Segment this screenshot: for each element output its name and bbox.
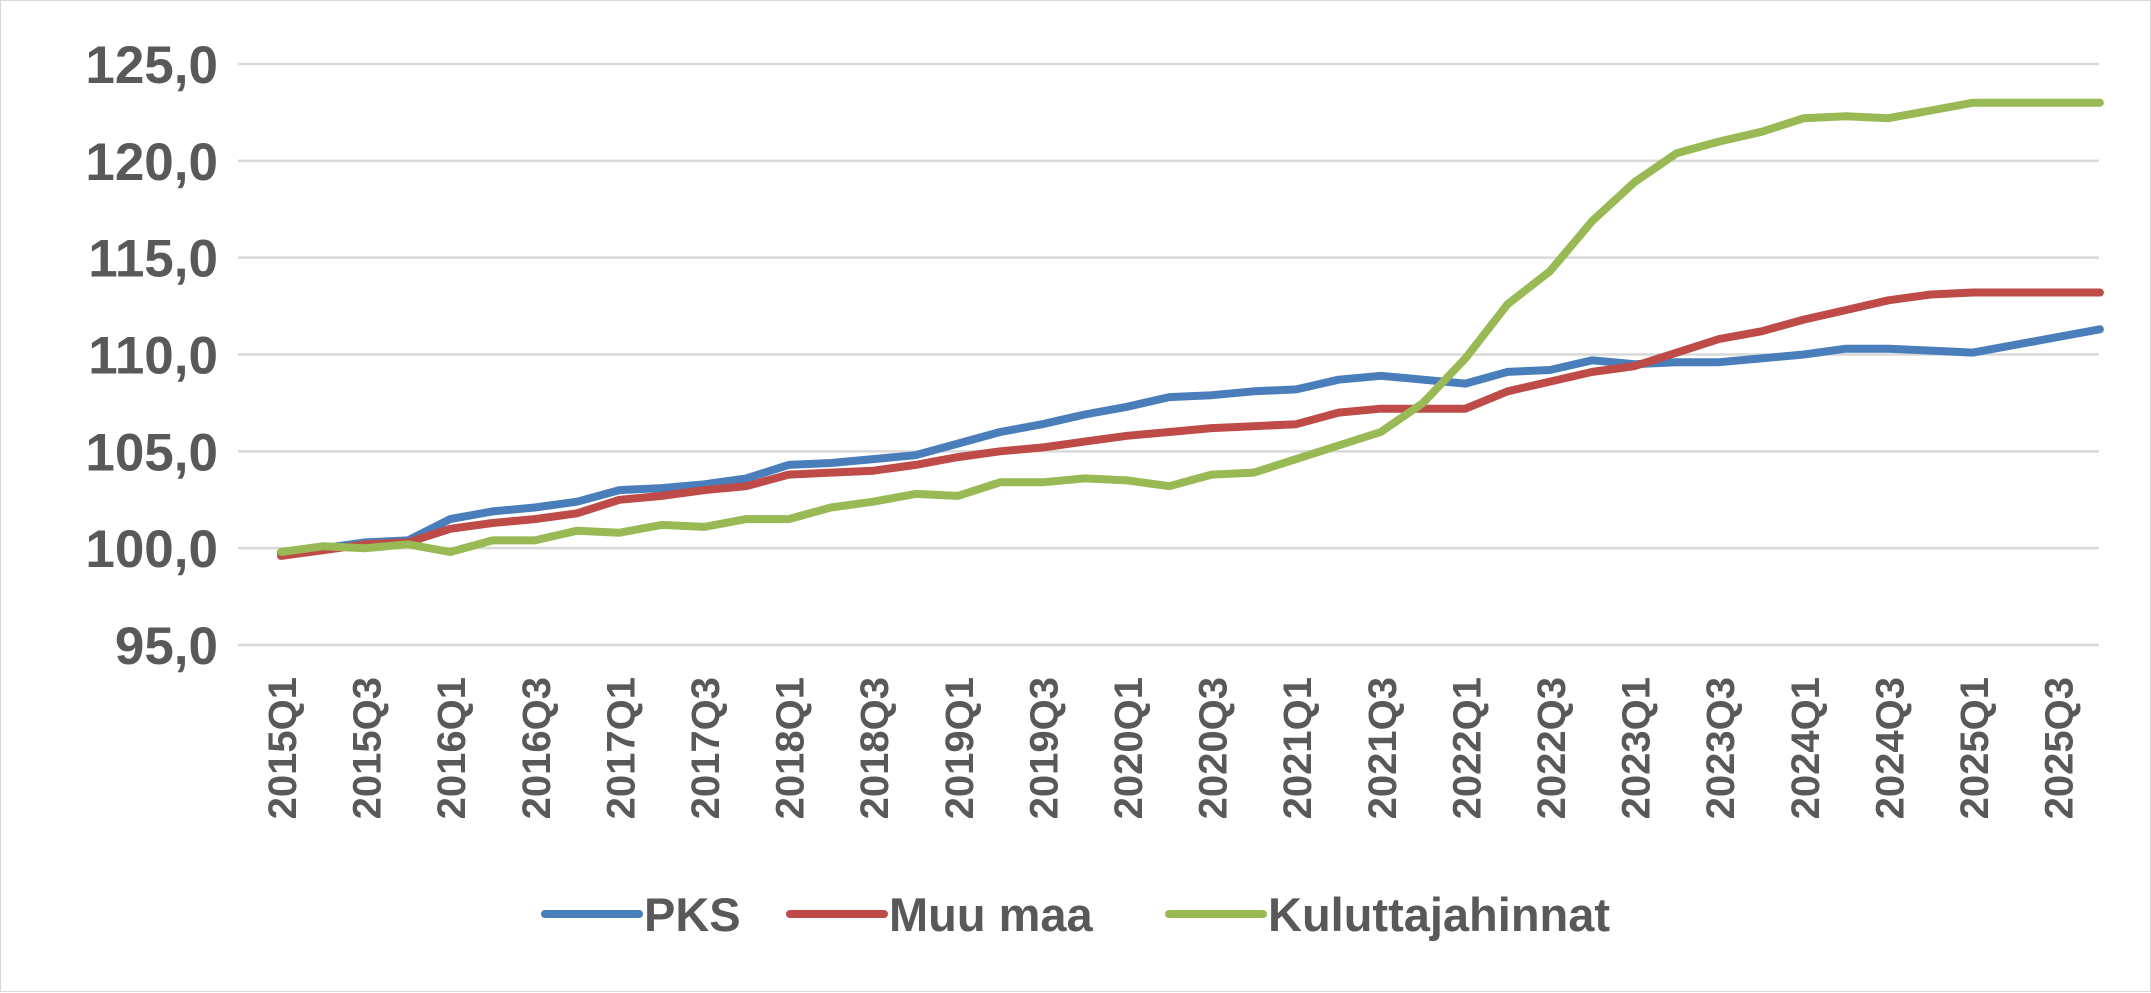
legend-label: Muu maa xyxy=(889,888,1094,941)
series-line-kuluttajahinnat xyxy=(277,98,2104,556)
y-tick-label: 105,0 xyxy=(85,423,218,482)
series-lines xyxy=(277,98,2104,560)
series-line-pks xyxy=(277,325,2104,558)
x-tick-label: 2017Q1 xyxy=(599,677,643,819)
y-tick-label: 125,0 xyxy=(85,36,218,95)
x-tick-label: 2018Q3 xyxy=(853,677,897,819)
x-tick-label: 2024Q1 xyxy=(1784,677,1828,819)
y-axis-tick-labels: 95,0 100,0 105,0 110,0 115,0 120,0 125,0 xyxy=(85,36,218,676)
x-tick-label: 2018Q1 xyxy=(769,677,813,819)
x-tick-label: 2022Q1 xyxy=(1445,677,1489,819)
x-tick-label: 2020Q1 xyxy=(1107,677,1151,819)
x-tick-label: 2017Q3 xyxy=(684,677,728,819)
y-tick-label: 115,0 xyxy=(88,230,218,289)
y-tick-label: 110,0 xyxy=(88,327,218,386)
x-tick-label: 2022Q3 xyxy=(1530,677,1574,819)
gridlines xyxy=(238,62,2099,647)
x-tick-label: 2023Q1 xyxy=(1615,677,1659,819)
y-tick-label: 95,0 xyxy=(115,617,218,676)
y-tick-label: 100,0 xyxy=(85,520,218,579)
x-tick-label: 2021Q3 xyxy=(1361,677,1405,819)
x-tick-label: 2016Q3 xyxy=(515,677,559,819)
x-tick-label: 2015Q1 xyxy=(261,677,305,819)
x-tick-label: 2019Q1 xyxy=(938,677,982,819)
x-tick-label: 2021Q1 xyxy=(1276,677,1320,819)
x-tick-label: 2020Q3 xyxy=(1192,677,1236,819)
x-axis-tick-labels: 2015Q1 2015Q3 2016Q1 2016Q3 2017Q1 2017Q3 2018… xyxy=(261,677,2082,819)
legend-label: Kuluttajahinnat xyxy=(1268,888,1610,941)
x-tick-label: 2025Q1 xyxy=(1953,677,1997,819)
y-tick-label: 120,0 xyxy=(85,133,218,192)
x-tick-label: 2023Q3 xyxy=(1699,677,1743,819)
legend: PKS Muu maa Kuluttajahinnat xyxy=(541,888,1610,941)
x-tick-label: 2015Q3 xyxy=(346,677,390,819)
x-tick-label: 2016Q1 xyxy=(430,677,474,819)
series-line-muu-maa xyxy=(277,288,2104,560)
x-tick-label: 2025Q3 xyxy=(2038,677,2082,819)
x-tick-label: 2024Q3 xyxy=(1868,677,1912,819)
legend-label: PKS xyxy=(644,888,741,941)
x-tick-label: 2019Q3 xyxy=(1022,677,1066,819)
